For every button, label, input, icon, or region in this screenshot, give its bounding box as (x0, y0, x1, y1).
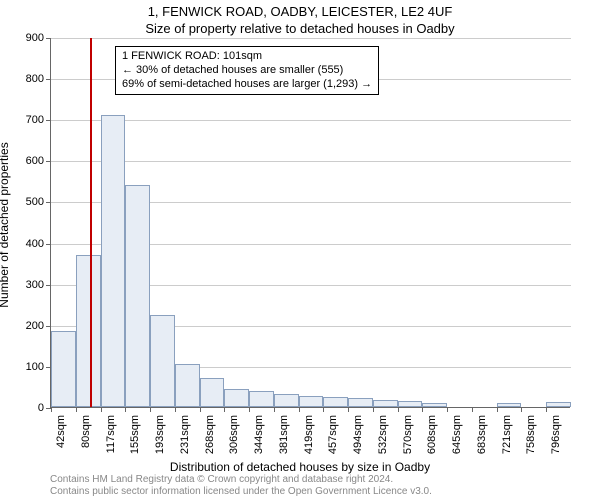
histogram-bar (249, 391, 274, 407)
histogram-bar (299, 396, 324, 408)
xtick-label: 155sqm (129, 415, 141, 454)
attribution-footer: Contains HM Land Registry data © Crown c… (50, 474, 432, 498)
histogram-bar (76, 255, 101, 407)
histogram-bar (51, 331, 76, 407)
ytick-label: 900 (26, 32, 44, 44)
gridline (51, 120, 571, 121)
xtick-label: 268sqm (204, 415, 216, 454)
xtick-mark (249, 407, 250, 412)
xtick-mark (175, 407, 176, 412)
histogram-bar (200, 378, 225, 407)
xtick-label: 570sqm (402, 415, 414, 454)
xtick-label: 721sqm (501, 415, 513, 454)
annotation-line: ← 30% of detached houses are smaller (55… (122, 64, 372, 78)
histogram-bar (546, 402, 571, 407)
gridline (51, 161, 571, 162)
xtick-label: 344sqm (253, 415, 265, 454)
chart-subtitle: Size of property relative to detached ho… (0, 19, 600, 36)
xtick-mark (125, 407, 126, 412)
ytick-mark (46, 285, 51, 286)
histogram-bar (348, 398, 373, 407)
xtick-label: 231sqm (179, 415, 191, 454)
ytick-mark (46, 38, 51, 39)
xtick-label: 42sqm (55, 415, 67, 448)
xtick-mark (51, 407, 52, 412)
histogram-bar (150, 315, 175, 408)
xtick-label: 683sqm (476, 415, 488, 454)
histogram-bar (398, 401, 423, 407)
ytick-label: 700 (26, 114, 44, 126)
histogram-bar (101, 115, 126, 407)
xtick-label: 457sqm (327, 415, 339, 454)
xtick-label: 645sqm (451, 415, 463, 454)
ytick-mark (46, 326, 51, 327)
xtick-mark (497, 407, 498, 412)
xtick-label: 796sqm (550, 415, 562, 454)
histogram-bar (125, 185, 150, 407)
footer-line: Contains public sector information licen… (50, 486, 432, 498)
ytick-label: 100 (26, 361, 44, 373)
xtick-mark (546, 407, 547, 412)
histogram-bar (422, 403, 447, 407)
ytick-mark (46, 202, 51, 203)
xtick-label: 758sqm (525, 415, 537, 454)
xtick-label: 494sqm (352, 415, 364, 454)
xtick-mark (447, 407, 448, 412)
ytick-label: 0 (38, 402, 44, 414)
ytick-label: 800 (26, 73, 44, 85)
ytick-mark (46, 244, 51, 245)
xtick-mark (274, 407, 275, 412)
xtick-mark (150, 407, 151, 412)
xtick-label: 306sqm (228, 415, 240, 454)
xtick-label: 193sqm (154, 415, 166, 454)
xtick-mark (200, 407, 201, 412)
xtick-mark (224, 407, 225, 412)
annotation-line: 1 FENWICK ROAD: 101sqm (122, 50, 372, 64)
xtick-mark (472, 407, 473, 412)
chart-area: 010020030040050060070080090042sqm80sqm11… (50, 38, 570, 408)
xtick-mark (398, 407, 399, 412)
y-axis-label: Number of detached properties (0, 142, 11, 307)
xtick-label: 419sqm (303, 415, 315, 454)
xtick-mark (323, 407, 324, 412)
xtick-label: 381sqm (278, 415, 290, 454)
property-marker-line (90, 38, 92, 407)
ytick-label: 200 (26, 320, 44, 332)
xtick-mark (373, 407, 374, 412)
histogram-bar (497, 403, 522, 407)
xtick-mark (521, 407, 522, 412)
xtick-mark (299, 407, 300, 412)
ytick-label: 300 (26, 279, 44, 291)
xtick-mark (348, 407, 349, 412)
xtick-label: 608sqm (426, 415, 438, 454)
gridline (51, 38, 571, 39)
xtick-label: 80sqm (80, 415, 92, 448)
marker-annotation: 1 FENWICK ROAD: 101sqm ← 30% of detached… (115, 46, 379, 95)
footer-line: Contains HM Land Registry data © Crown c… (50, 474, 432, 486)
address-title: 1, FENWICK ROAD, OADBY, LEICESTER, LE2 4… (0, 0, 600, 19)
xtick-mark (101, 407, 102, 412)
ytick-mark (46, 161, 51, 162)
xtick-mark (76, 407, 77, 412)
histogram-bar (373, 400, 398, 407)
xtick-label: 532sqm (377, 415, 389, 454)
ytick-label: 500 (26, 196, 44, 208)
x-axis-label: Distribution of detached houses by size … (0, 460, 600, 474)
ytick-mark (46, 120, 51, 121)
ytick-mark (46, 79, 51, 80)
ytick-label: 600 (26, 155, 44, 167)
xtick-mark (422, 407, 423, 412)
histogram-bar (224, 389, 249, 408)
histogram-bar (175, 364, 200, 407)
ytick-label: 400 (26, 238, 44, 250)
histogram-bar (323, 397, 348, 407)
annotation-line: 69% of semi-detached houses are larger (… (122, 78, 372, 92)
histogram-bar (274, 394, 299, 407)
xtick-label: 117sqm (105, 415, 117, 453)
